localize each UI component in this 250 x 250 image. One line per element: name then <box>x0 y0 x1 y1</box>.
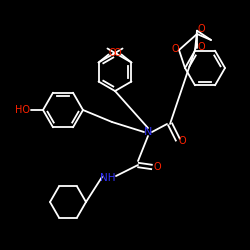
Text: NH: NH <box>100 173 116 183</box>
Text: O: O <box>197 24 205 34</box>
Text: HO: HO <box>16 105 30 115</box>
Text: O: O <box>109 48 116 58</box>
Text: O: O <box>171 44 179 54</box>
Text: O: O <box>197 42 205 52</box>
Text: O: O <box>178 136 186 146</box>
Text: O: O <box>114 48 121 58</box>
Text: N: N <box>144 127 152 137</box>
Text: O: O <box>153 162 161 172</box>
